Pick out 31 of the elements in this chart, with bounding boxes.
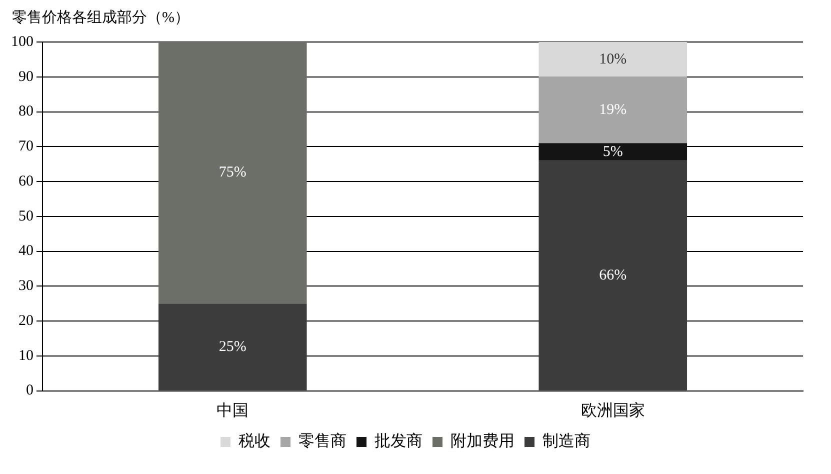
y-tick-label: 50 bbox=[18, 208, 34, 224]
legend-label: 制造商 bbox=[542, 432, 590, 450]
bar bbox=[538, 42, 688, 77]
y-tick-label: 80 bbox=[18, 104, 34, 120]
y-tick-label: 40 bbox=[18, 243, 34, 260]
data-label: 66% bbox=[599, 267, 627, 284]
y-tick-label: 20 bbox=[18, 312, 34, 329]
y-tick-label: 100 bbox=[11, 34, 34, 50]
data-label: 25% bbox=[218, 338, 246, 355]
data-label: 19% bbox=[599, 102, 627, 118]
legend-label: 税收 bbox=[238, 432, 270, 450]
legend-label: 附加费用 bbox=[450, 432, 514, 450]
legend-label: 零售商 bbox=[298, 432, 346, 450]
data-label: 10% bbox=[599, 51, 627, 68]
bar bbox=[158, 304, 307, 390]
legend-label: 批发商 bbox=[374, 432, 422, 450]
y-tick-label: 60 bbox=[18, 173, 34, 190]
bar bbox=[538, 76, 688, 144]
y-tick-label: 30 bbox=[18, 278, 34, 294]
bar bbox=[538, 160, 688, 390]
y-axis-title: 零售价格各组成部分（%） bbox=[11, 8, 190, 28]
data-label: 5% bbox=[602, 144, 623, 160]
y-tick-label: 10 bbox=[18, 348, 34, 364]
x-tick-label: 欧洲国家 bbox=[580, 402, 645, 420]
y-tick-label: 70 bbox=[18, 138, 34, 155]
y-tick-label: 0 bbox=[26, 382, 34, 399]
y-tick-label: 90 bbox=[18, 68, 34, 85]
x-tick-label: 中国 bbox=[216, 402, 249, 420]
bar bbox=[158, 42, 307, 304]
bar bbox=[538, 143, 688, 161]
data-label: 75% bbox=[218, 164, 246, 181]
